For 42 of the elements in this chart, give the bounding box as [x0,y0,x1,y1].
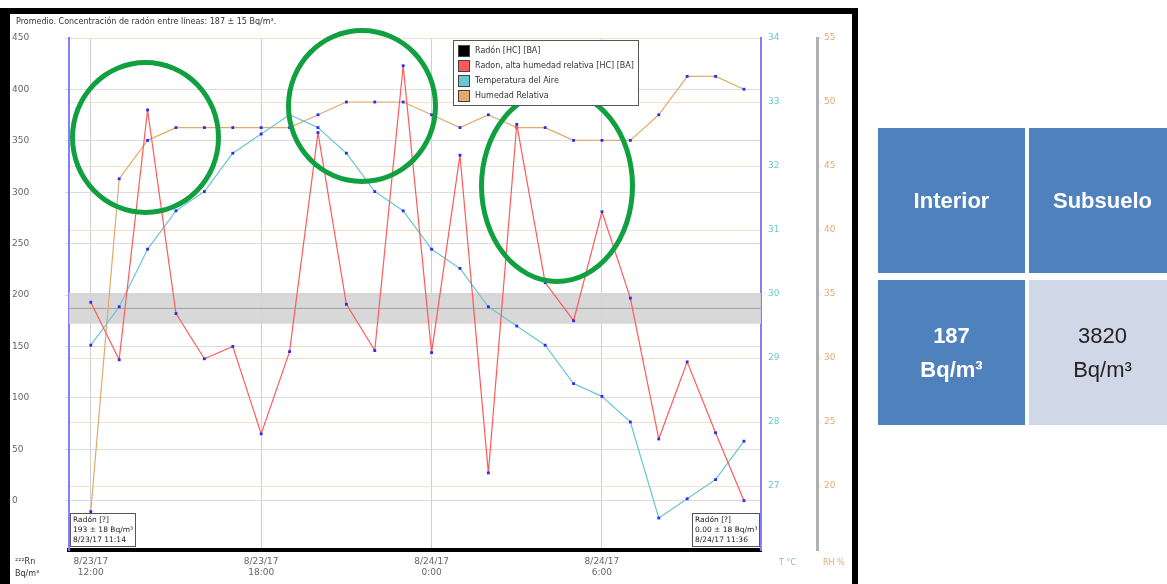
y-tick-label: 250 [12,237,30,248]
y2-tick-label: 33 [768,96,780,107]
y-tick-label: 150 [12,340,30,351]
y2-axis-title: T °C [779,558,797,567]
y3-axis-title: RH % [823,558,845,567]
y-tick-label: 50 [12,443,24,454]
y-tick-label: 100 [12,392,30,403]
y-tick-label: 350 [12,135,30,146]
y3-tick-label: 55 [824,32,836,43]
y-tick-label: 450 [12,32,30,43]
y3-tick-label: 40 [824,224,836,235]
category-label: Subsuelo [1029,128,1167,273]
y3-tick-label: 20 [824,480,836,491]
text: 3820 Bq/m³ [1029,280,1167,425]
x-tick-label: 8/23/17 12:00 [73,555,109,577]
y-tick-label: 200 [12,289,30,300]
y-axis-title: ²²²Rn Bq/m³ [15,556,40,580]
y2-tick-label: 34 [768,32,780,43]
legend-label: Radon, alta humedad relativa [HC] [BA] [475,61,634,70]
y2-tick-label: 31 [768,224,780,235]
legend-label: Humedad Relativa [475,91,549,100]
y2-tick-label: 30 [768,288,780,299]
y-tick-label: 0 [12,494,18,505]
y3-tick-label: 45 [824,160,836,171]
y3-tick-label: 35 [824,288,836,299]
y2-tick-label: 27 [768,480,780,491]
y2-tick-label: 28 [768,416,780,427]
y3-tick-label: 25 [824,416,836,427]
x-tick-label: 8/24/17 6:00 [584,555,620,577]
chart-title: Promedio. Concentración de radón entre líneas: 187 ± 15 Bq/m³. [16,17,277,26]
y-tick-label: 300 [12,186,30,197]
legend-label: Temperatura del Aire [475,76,559,85]
y-tick-label: 400 [12,83,30,94]
x-tick-label: 8/23/17 18:00 [243,555,279,577]
y3-tick-label: 30 [824,352,836,363]
category-label: Interior [878,128,1025,273]
x-tick-label: 8/24/17 0:00 [414,555,449,577]
y2-tick-label: 29 [768,352,780,363]
y2-tick-label: 32 [768,160,780,171]
legend-label: Radón [HC] [BA] [475,46,541,55]
y3-tick-label: 50 [824,96,836,107]
text: 187 Bq/m³ [878,280,1025,425]
